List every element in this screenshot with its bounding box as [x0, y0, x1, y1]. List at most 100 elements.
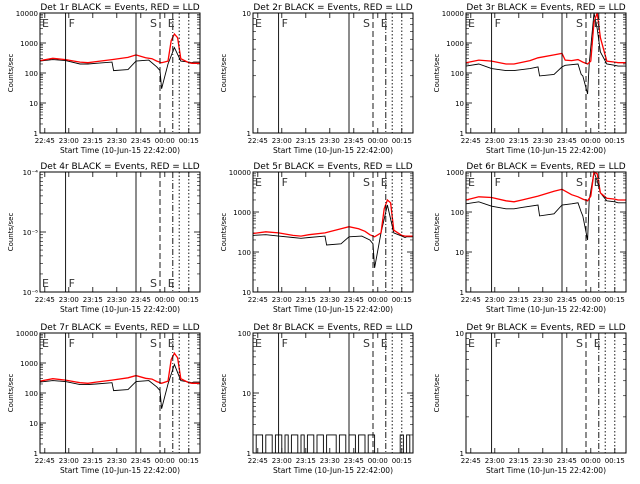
x-axis-label: Start Time (10-Jun-15 22:42:00): [273, 466, 393, 475]
y-tick-label: 10: [242, 10, 251, 18]
x-tick-label: 23:15: [83, 137, 103, 145]
y-tick-label: 10000: [16, 330, 38, 338]
y-axis-label: Counts/sec: [220, 54, 228, 93]
x-tick-label: 00:00: [368, 457, 388, 465]
x-tick-label: 00:00: [155, 296, 175, 304]
y-tick-label: 10: [455, 249, 464, 257]
y-tick-label: 100: [238, 330, 251, 338]
x-axis-label: Start Time (10-Jun-15 22:42:00): [60, 305, 180, 314]
x-tick-label: 23:15: [509, 457, 529, 465]
y-axis-label: Counts/sec: [433, 213, 441, 252]
panel-title: Det 3r BLACK = Events, RED = LLD: [466, 3, 625, 13]
x-tick-label: 23:15: [296, 137, 316, 145]
x-tick-label: 23:30: [107, 137, 127, 145]
marker-letter: F: [495, 337, 501, 350]
x-tick-label: 00:15: [392, 137, 412, 145]
x-tick-label: 00:15: [605, 137, 625, 145]
x-tick-label: 23:45: [344, 137, 364, 145]
series-lld: [465, 12, 626, 65]
panel-det-4: Det 4r BLACK = Events, RED = LLD Counts/s…: [7, 162, 201, 314]
marker-letter: F: [282, 176, 288, 189]
plot-frame: [39, 332, 201, 454]
x-tick-label: 23:00: [485, 296, 505, 304]
x-tick-label: 23:45: [557, 296, 577, 304]
x-tick-label: 23:45: [131, 457, 151, 465]
panel-det-8: Det 8r BLACK = Events, RED = LLD Counts/s…: [220, 323, 414, 475]
x-tick-label: 00:00: [581, 137, 601, 145]
x-tick-label: 00:15: [605, 457, 625, 465]
series-events: [465, 12, 626, 95]
x-tick-label: 00:00: [155, 137, 175, 145]
series-lld: [252, 198, 413, 238]
x-tick-label: 23:15: [296, 457, 316, 465]
x-axis-label: Start Time (10-Jun-15 22:42:00): [486, 466, 606, 475]
marker-letter: F: [282, 337, 288, 350]
plot-frame: [252, 171, 414, 293]
y-tick-label: 1: [247, 450, 251, 458]
y-axis-label: Counts/sec: [7, 374, 15, 413]
marker-letter: E: [255, 337, 262, 350]
y-tick-label: 100: [25, 390, 38, 398]
y-tick-label: 100: [451, 70, 464, 78]
x-tick-label: 00:00: [581, 296, 601, 304]
x-tick-label: 00:00: [368, 137, 388, 145]
plot-frame: [465, 332, 627, 454]
plot-frame: [465, 171, 627, 293]
y-tick-label: 100: [238, 249, 251, 257]
marker-letter: F: [69, 277, 75, 290]
x-tick-label: 23:00: [272, 296, 292, 304]
series-lld: [39, 352, 200, 384]
y-tick-label: 1: [460, 289, 464, 297]
x-tick-label: 23:45: [557, 137, 577, 145]
plot-frame: [39, 171, 201, 293]
x-tick-label: 23:00: [485, 137, 505, 145]
x-tick-label: 23:30: [533, 137, 553, 145]
x-tick-label: 22:45: [248, 137, 268, 145]
x-tick-label: 23:30: [320, 296, 340, 304]
panel-title: Det 8r BLACK = Events, RED = LLD: [253, 323, 412, 333]
series-events: [39, 46, 200, 89]
y-tick-label: 10: [29, 420, 38, 428]
marker-letter: F: [495, 17, 501, 30]
panel-det-1: Det 1r BLACK = Events, RED = LLD Counts/s…: [7, 3, 201, 155]
y-tick-label: 1: [34, 130, 38, 138]
y-tick-label: 1000: [20, 360, 38, 368]
x-tick-label: 23:45: [557, 457, 577, 465]
marker-letter: S: [576, 176, 583, 189]
plot-frame: [252, 12, 414, 134]
series-events: [253, 434, 413, 454]
x-tick-label: 22:45: [248, 457, 268, 465]
x-tick-label: 22:45: [461, 137, 481, 145]
x-tick-label: 23:45: [344, 457, 364, 465]
y-tick-label: 10000: [229, 169, 251, 177]
x-tick-label: 23:00: [59, 457, 79, 465]
marker-letter: S: [363, 337, 370, 350]
y-tick-label: 100: [25, 70, 38, 78]
y-tick-label: 10: [29, 100, 38, 108]
x-tick-label: 00:15: [179, 137, 199, 145]
series-events: [252, 204, 413, 268]
x-tick-label: 23:45: [344, 296, 364, 304]
panel-det-2: Det 2r BLACK = Events, RED = LLD Counts/s…: [220, 3, 414, 155]
y-tick-label: 10⁻⁵: [23, 229, 39, 237]
y-tick-label: 10: [455, 330, 464, 338]
series-lld: [465, 170, 626, 203]
x-tick-label: 00:15: [179, 296, 199, 304]
y-tick-label: 10: [242, 289, 251, 297]
y-tick-label: 1000: [446, 169, 464, 177]
x-tick-label: 23:15: [83, 457, 103, 465]
marker-letter: E: [381, 337, 388, 350]
panel-title: Det 2r BLACK = Events, RED = LLD: [253, 3, 412, 13]
plot-frame: [39, 12, 201, 134]
x-tick-label: 23:00: [485, 457, 505, 465]
y-axis-label: Counts/sec: [7, 54, 15, 93]
x-tick-label: 00:15: [605, 296, 625, 304]
marker-letter: S: [150, 337, 157, 350]
panel-title: Det 6r BLACK = Events, RED = LLD: [466, 162, 625, 172]
marker-letter: E: [594, 337, 601, 350]
panel-det-7: Det 7r BLACK = Events, RED = LLD Counts/s…: [7, 323, 201, 475]
x-tick-label: 22:45: [461, 457, 481, 465]
marker-letter: E: [468, 337, 475, 350]
